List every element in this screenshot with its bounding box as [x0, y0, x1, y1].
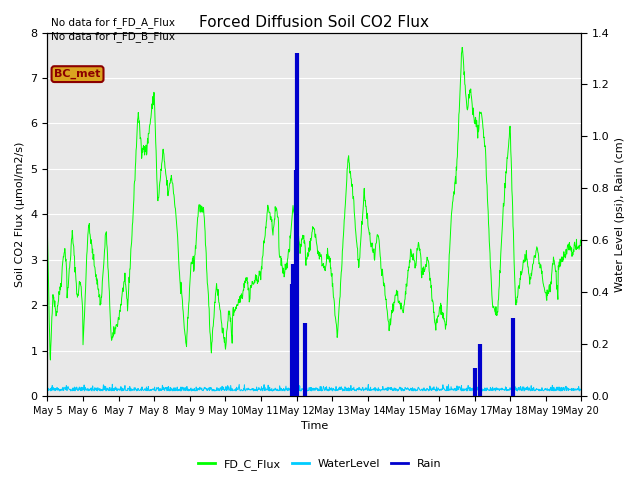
Text: BC_met: BC_met	[54, 69, 100, 79]
Text: No data for f_FD_B_Flux: No data for f_FD_B_Flux	[51, 31, 175, 42]
Title: Forced Diffusion Soil CO2 Flux: Forced Diffusion Soil CO2 Flux	[199, 15, 429, 30]
Text: No data for f_FD_A_Flux: No data for f_FD_A_Flux	[51, 17, 175, 28]
X-axis label: Time: Time	[301, 421, 328, 432]
Legend: FD_C_Flux, WaterLevel, Rain: FD_C_Flux, WaterLevel, Rain	[194, 455, 446, 474]
Y-axis label: Water Level (psi), Rain (cm): Water Level (psi), Rain (cm)	[615, 137, 625, 292]
Y-axis label: Soil CO2 Flux (μmol/m2/s): Soil CO2 Flux (μmol/m2/s)	[15, 142, 25, 287]
